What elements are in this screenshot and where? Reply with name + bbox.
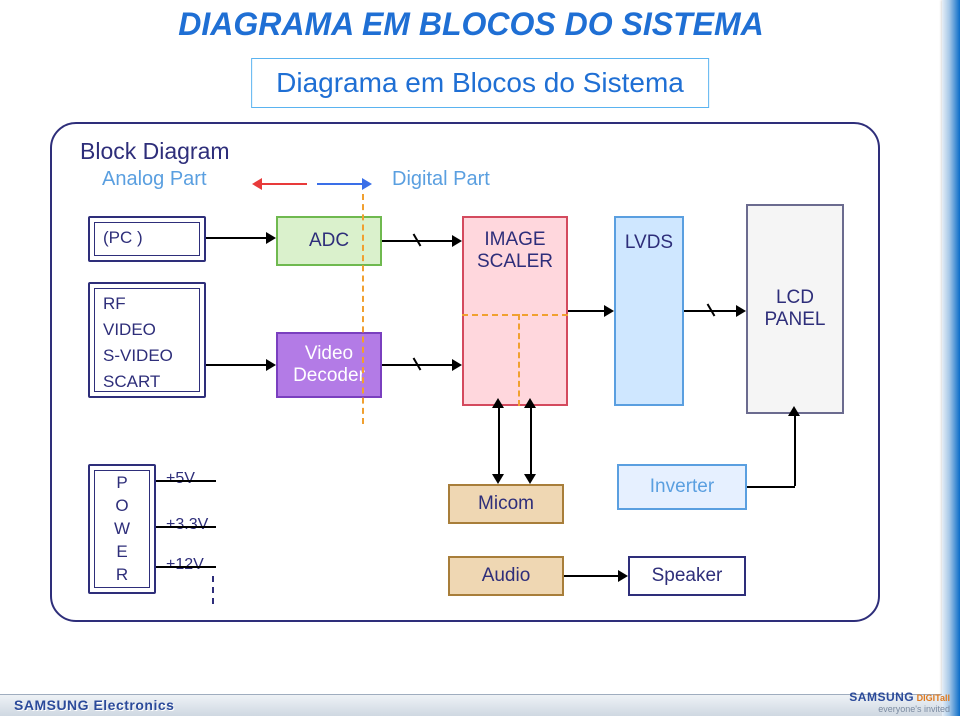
power-letter-o: O	[115, 496, 128, 516]
input-group-av: RF VIDEO S-VIDEO SCART	[88, 282, 206, 398]
footer-brand-digit: DIGITall	[917, 693, 950, 703]
input-group-pc: (PC )	[88, 216, 206, 262]
footer-brand-right: SAMSUNG DIGITall everyone's invited	[849, 690, 950, 714]
block-inverter: Inverter	[617, 464, 747, 510]
arrow-inv-panel-head	[788, 406, 800, 416]
section-title: Block Diagram	[80, 138, 230, 165]
block-panel-l1: LCD	[776, 287, 814, 309]
footer-tagline: everyone's invited	[878, 704, 950, 714]
rail-line-12v	[156, 566, 216, 568]
dash-scaler-horizontal	[462, 314, 568, 316]
footer-brand-samsung: SAMSUNG	[849, 690, 914, 704]
arrow-pc-adc-head	[266, 232, 276, 244]
arrow-audio-spk-head	[618, 570, 628, 582]
arrow-av-vdec	[206, 364, 268, 366]
right-gradient-bar	[942, 0, 960, 716]
rail-line-5v	[156, 480, 216, 482]
arrow-scaler-lvds	[568, 310, 606, 312]
arrow-audio-spk	[564, 575, 620, 577]
input-svideo: S-VIDEO	[95, 341, 199, 367]
rail-12v: +12V	[166, 556, 204, 574]
arrow-scaler-micom-2h	[524, 398, 536, 408]
block-audio: Audio	[448, 556, 564, 596]
rail-line-3v3	[156, 526, 216, 528]
arrow-av-vdec-head	[266, 359, 276, 371]
input-rf: RF	[95, 289, 199, 315]
arrow-lvds-panel-head	[736, 305, 746, 317]
arrow-inv-panel-v	[794, 414, 796, 486]
block-panel-l2: PANEL	[765, 309, 826, 331]
block-adc: ADC	[276, 216, 382, 266]
block-speaker-label: Speaker	[652, 565, 723, 587]
analog-part-label: Analog Part	[102, 168, 207, 191]
page-title: DIAGRAMA EM BLOCOS DO SISTEMA	[0, 6, 942, 43]
arrow-scaler-micom-2	[530, 406, 532, 476]
block-lvds: LVDS	[614, 216, 684, 406]
rail-3v3: +3.3V	[166, 516, 208, 534]
block-speaker: Speaker	[628, 556, 746, 596]
block-lvds-label: LVDS	[625, 232, 673, 254]
arrow-scaler-micom-2t	[524, 474, 536, 484]
input-group-power: P O W E R	[88, 464, 156, 594]
block-adc-label: ADC	[309, 230, 349, 252]
rail-5v: +5V	[166, 470, 195, 488]
block-lcd-panel: LCD PANEL	[746, 204, 844, 414]
footer-brand-left: SAMSUNG Electronics	[14, 697, 174, 713]
dash-below-12v	[212, 576, 214, 604]
block-scaler-l1: IMAGE	[484, 229, 545, 251]
block-image-scaler: IMAGE SCALER	[462, 216, 568, 406]
legend-arrow	[252, 178, 372, 190]
block-vdec-l1: Video	[305, 343, 353, 365]
subtitle-box: Diagrama em Blocos do Sistema	[251, 58, 709, 108]
dash-scaler-vertical	[518, 314, 520, 406]
arrow-scaler-lvds-head	[604, 305, 614, 317]
arrow-inv-panel-h	[747, 486, 795, 488]
power-letter-e: E	[116, 542, 127, 562]
arrow-adc-scaler-head	[452, 235, 462, 247]
arrow-vdec-scaler-head	[452, 359, 462, 371]
digital-part-label: Digital Part	[392, 168, 490, 191]
block-scaler-l2: SCALER	[477, 251, 553, 273]
power-letter-w: W	[114, 519, 130, 539]
block-video-decoder: Video Decoder	[276, 332, 382, 398]
power-letter-r: R	[116, 565, 128, 585]
block-vdec-l2: Decoder	[293, 365, 365, 387]
input-pc-label: (PC )	[95, 223, 199, 249]
block-audio-label: Audio	[482, 565, 531, 587]
power-letter-p: P	[116, 473, 127, 493]
arrow-pc-adc	[206, 237, 268, 239]
block-inverter-label: Inverter	[650, 476, 714, 498]
diagram-panel: Block Diagram Analog Part Digital Part (…	[50, 122, 880, 622]
input-scart: SCART	[95, 367, 199, 393]
block-micom: Micom	[448, 484, 564, 524]
arrow-scaler-micom-1h	[492, 398, 504, 408]
block-micom-label: Micom	[478, 493, 534, 515]
input-video: VIDEO	[95, 315, 199, 341]
arrow-scaler-micom-1t	[492, 474, 504, 484]
dash-divider-vertical	[362, 194, 364, 424]
arrow-scaler-micom-1	[498, 406, 500, 476]
